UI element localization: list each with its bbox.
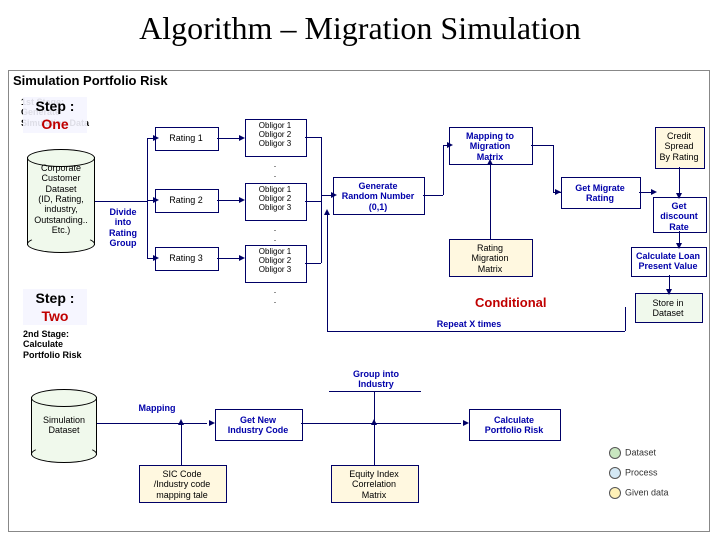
repeat-text: Repeat X times: [409, 319, 529, 329]
equity-corr-text: Equity IndexCorrelationMatrix: [331, 469, 417, 500]
legend-dataset: Dataset: [609, 447, 656, 459]
rating-1-text: Rating 1: [155, 133, 217, 143]
stage2-label: 2nd Stage:CalculatePortfolio Risk: [23, 329, 93, 360]
step-two-l1: Step :: [23, 289, 87, 307]
step-two-overlay: Step : Two: [23, 289, 87, 325]
dots-1: ..: [265, 159, 285, 180]
page-title: Algorithm – Migration Simulation: [0, 10, 720, 47]
step-one-l2: One: [23, 115, 87, 133]
divide-label: DivideintoRatingGroup: [103, 207, 143, 248]
get-industry-text: Get NewIndustry Code: [215, 415, 301, 436]
group-industry-label: Group intoIndustry: [331, 369, 421, 390]
panel-title: Simulation Portfolio Risk: [13, 73, 168, 88]
get-migrate-text: Get MigrateRating: [561, 183, 639, 204]
store-ds-text: Store inDataset: [635, 298, 701, 319]
rating-2-text: Rating 2: [155, 195, 217, 205]
sic-map-text: SIC Code/Industry codemapping tale: [139, 469, 225, 500]
corporate-dataset-text: CorporateCustomerDataset(ID, Rating,indu…: [27, 163, 95, 235]
step-two-l2: Two: [23, 307, 87, 325]
map-matrix-text: Mapping toMigrationMatrix: [449, 131, 531, 162]
obligor-group-3-text: Obligor 1Obligor 2Obligor 3: [245, 247, 305, 275]
calc-risk-text: CalculatePortfolio Risk: [469, 415, 559, 436]
sim-dataset-text: SimulationDataset: [31, 415, 97, 436]
dots-2: ..: [265, 223, 285, 244]
get-discount-text: GetdiscountRate: [653, 201, 705, 232]
legend-process: Process: [609, 467, 658, 479]
step-one-l1: Step :: [23, 97, 87, 115]
rating-3-text: Rating 3: [155, 253, 217, 263]
dots-3: ..: [265, 285, 285, 306]
obligor-group-1-text: Obligor 1Obligor 2Obligor 3: [245, 121, 305, 149]
step-one-overlay: Step : One: [23, 97, 87, 133]
conditional-label: Conditional: [475, 295, 547, 310]
diagram-panel: Simulation Portfolio Risk 1st Stage:Gene…: [8, 70, 710, 532]
mapping-label: Mapping: [127, 403, 187, 413]
gen-random-text: GenerateRandom Number(0,1): [333, 181, 423, 212]
obligor-group-2-text: Obligor 1Obligor 2Obligor 3: [245, 185, 305, 213]
legend-given: Given data: [609, 487, 669, 499]
credit-spread-text: CreditSpreadBy Rating: [655, 131, 703, 162]
calc-pv-text: Calculate LoanPresent Value: [631, 251, 705, 272]
migration-matrix-text: RatingMigrationMatrix: [449, 243, 531, 274]
